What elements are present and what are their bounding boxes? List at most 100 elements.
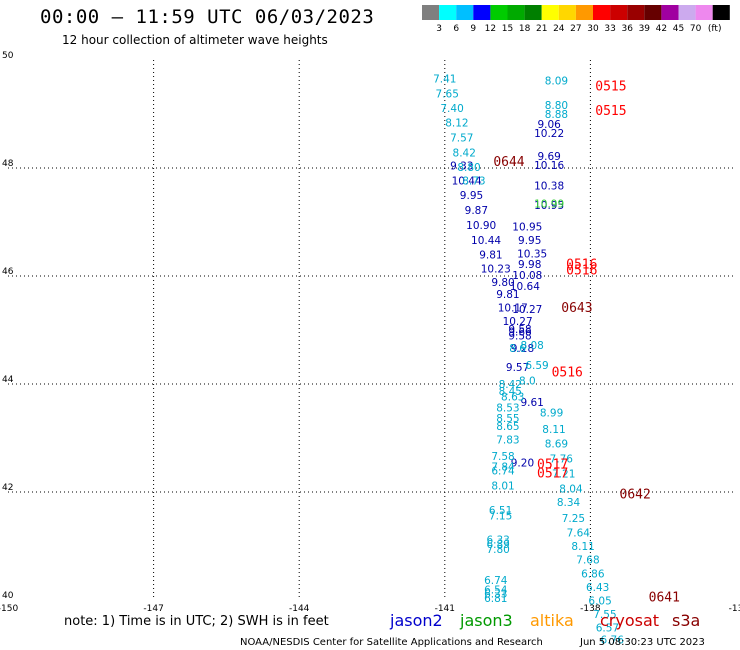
data-point-label: 9.66 bbox=[508, 327, 532, 339]
data-point-label: 8.73 bbox=[462, 176, 485, 188]
colorbar-swatch bbox=[627, 5, 645, 20]
data-point-label: 6.86 bbox=[581, 569, 605, 581]
colorbar-swatch bbox=[575, 5, 593, 20]
data-point-label: 9.06 bbox=[537, 119, 561, 131]
data-point-label: 10.23 bbox=[481, 264, 511, 276]
pass-time-label: 0516 bbox=[552, 366, 583, 381]
colorbar-label: 30 bbox=[587, 24, 599, 34]
colorbar-label: 12 bbox=[485, 24, 496, 34]
y-tick-label: 48 bbox=[2, 159, 14, 169]
pass-time-label: 0516 bbox=[566, 264, 597, 279]
legend: note: 1) Time is in UTC; 2) SWH is in fe… bbox=[64, 611, 705, 648]
data-point-label: 7.64 bbox=[567, 528, 591, 540]
legend-item-jason3: jason3 bbox=[459, 611, 513, 630]
data-point-label: 9.28 bbox=[511, 343, 534, 355]
data-point-label: 10.08 bbox=[512, 270, 542, 282]
data-point-label: 6.33 bbox=[484, 589, 507, 601]
colorbar-swatch bbox=[473, 5, 491, 20]
data-point-label: 9.98 bbox=[518, 259, 541, 271]
data-point-label: 6.59 bbox=[525, 360, 548, 372]
data-point-label: 8.01 bbox=[491, 481, 514, 493]
data-point-label: 9.87 bbox=[465, 205, 488, 217]
data-point-label: 6.33 bbox=[486, 535, 509, 547]
data-point-label: 7.25 bbox=[562, 513, 585, 525]
y-tick-label: 44 bbox=[2, 375, 14, 385]
data-point-label: 8.80 bbox=[457, 162, 480, 174]
data-point-label: 7.80 bbox=[486, 544, 509, 556]
colorbar-swatch bbox=[422, 5, 440, 20]
pass-time-labels: 0515051506440516051606430516051705170642… bbox=[493, 80, 680, 606]
data-point-label: 10.99 bbox=[534, 199, 564, 211]
data-point-label: 7.21 bbox=[552, 469, 575, 481]
data-point-label: 9.58 bbox=[508, 330, 531, 342]
colorbar-swatch bbox=[593, 5, 611, 20]
x-tick-label: -144 bbox=[289, 604, 310, 614]
data-point-label: 9.57 bbox=[506, 362, 529, 374]
colorbar-label: 6 bbox=[453, 24, 459, 34]
data-point-label: 8.80 bbox=[545, 100, 568, 112]
legend-item-jason2: jason2 bbox=[389, 611, 443, 630]
colorbar-label: 45 bbox=[673, 24, 684, 34]
data-point-label: 7.83 bbox=[496, 435, 519, 447]
legend-note: note: 1) Time is in UTC; 2) SWH is in fe… bbox=[64, 614, 329, 629]
data-point-label: 8.12 bbox=[445, 118, 468, 130]
colorbar-label: 33 bbox=[604, 24, 615, 34]
colorbar-swatch bbox=[490, 5, 508, 20]
page-title: 00:00 – 11:59 UTC 06/03/2023 bbox=[40, 6, 375, 28]
data-point-label: 8.69 bbox=[545, 438, 568, 450]
colorbar-label: 21 bbox=[536, 24, 547, 34]
data-point-label: 10.38 bbox=[534, 180, 564, 192]
data-point-label: 8.11 bbox=[571, 541, 594, 553]
data-point-label: 10.95 bbox=[534, 200, 564, 212]
colorbar-swatch bbox=[439, 5, 457, 20]
data-point-label: 6.89 bbox=[486, 539, 509, 551]
colorbar-swatch bbox=[610, 5, 628, 20]
data-point-label: 8.08 bbox=[520, 340, 543, 352]
data-point-label: 9.95 bbox=[518, 235, 541, 247]
x-tick-label: -13 bbox=[729, 604, 740, 614]
data-point-label: 8.63 bbox=[501, 392, 524, 404]
y-tick-label: 42 bbox=[2, 483, 13, 493]
data-point-label: 7.68 bbox=[576, 555, 599, 567]
data-point-label: 7.76 bbox=[550, 454, 574, 466]
colorbar-label: 24 bbox=[553, 24, 565, 34]
data-point-label: 10.22 bbox=[534, 128, 564, 140]
data-point-label: 8.42 bbox=[499, 379, 522, 391]
data-point-label: 6.43 bbox=[586, 582, 609, 594]
data-point-label: 8.65 bbox=[496, 421, 519, 433]
data-point-label: 8.45 bbox=[499, 386, 522, 398]
pass-time-label: 0515 bbox=[595, 104, 626, 119]
colorbar-label: 70 bbox=[690, 24, 702, 34]
footer-credit: NOAA/NESDIS Center for Satellite Applica… bbox=[240, 637, 543, 648]
legend-item-s3a: s3a bbox=[672, 611, 700, 630]
data-point-label: 8.0 bbox=[519, 375, 536, 387]
data-point-label: 8.34 bbox=[557, 497, 581, 509]
colorbar-label: 36 bbox=[621, 24, 633, 34]
data-point-label: 9.81 bbox=[479, 249, 502, 261]
colorbar-label: 27 bbox=[570, 24, 581, 34]
pass-time-label: 0516 bbox=[566, 258, 597, 273]
pass-time-label: 0644 bbox=[493, 155, 524, 170]
x-tick-label: -141 bbox=[435, 604, 455, 614]
data-point-label: 7.15 bbox=[489, 510, 512, 522]
pass-time-label: 0515 bbox=[595, 80, 626, 95]
data-point-label: 6.81 bbox=[484, 593, 507, 605]
data-point-label: 9.33 bbox=[450, 160, 473, 172]
data-point-label: 7.65 bbox=[436, 89, 459, 101]
data-point-label: 8.88 bbox=[545, 109, 568, 121]
data-point-label: 9.95 bbox=[460, 190, 483, 202]
x-tick-label: -147 bbox=[143, 604, 163, 614]
data-point-label: 8.11 bbox=[542, 424, 565, 436]
colorbar-label: 3 bbox=[436, 24, 442, 34]
data-point-label: 6.05 bbox=[588, 596, 611, 608]
data-point-label: 9.58 bbox=[508, 324, 531, 336]
data-point-label: 10.35 bbox=[517, 248, 547, 260]
data-point-label: 6.57 bbox=[596, 623, 619, 635]
data-point-label: 9.69 bbox=[537, 151, 560, 163]
colorbar-swatch bbox=[558, 5, 576, 20]
colorbar-unit: (ft) bbox=[708, 24, 722, 34]
colorbar-label: 9 bbox=[470, 24, 476, 34]
data-point-label: 8.99 bbox=[540, 408, 563, 420]
data-point-label: 10.90 bbox=[466, 220, 496, 232]
